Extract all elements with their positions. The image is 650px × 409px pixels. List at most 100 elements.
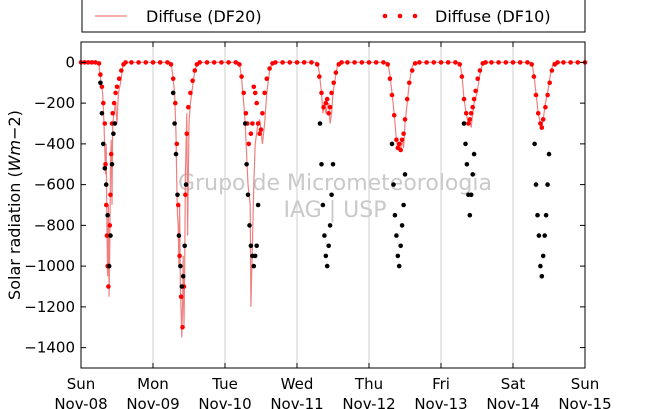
series-markers-black [98,80,552,289]
df10-point [525,60,530,65]
df10-point [539,125,545,130]
df10-point [331,80,337,86]
df10-point [412,61,418,66]
legend-df10-marker [397,13,403,19]
legend-box [81,0,586,33]
black-point [101,141,106,147]
black-point [319,162,324,167]
df10-point [103,202,109,208]
black-point [395,253,401,259]
black-point [248,243,254,249]
y-axis-label: Solar radiation (Wm−2) [5,110,24,300]
df10-point [319,90,324,96]
black-point [468,192,474,198]
black-point [399,223,405,228]
df10-point [136,60,141,65]
x-tick-weekday: Wed [281,375,314,393]
df10-point [373,60,379,65]
black-point [176,233,182,238]
black-point [467,212,473,218]
df10-point [431,60,437,65]
black-point [463,141,468,147]
y-tick-label: −1000 [24,257,75,275]
df10-point [424,60,429,65]
df10-point [237,62,242,67]
df10-point [540,117,546,122]
df10-point [197,60,203,65]
df10-point [103,162,108,167]
df10-point [314,62,320,67]
df10-point [111,100,117,106]
black-point [102,166,108,171]
df10-point [190,78,195,83]
df10-point [453,60,458,65]
df10-point [463,111,469,116]
df10-point [404,96,410,102]
df10-point [108,151,114,157]
df10-point [106,284,111,289]
black-point [323,253,329,259]
df10-point [407,80,412,86]
black-point [112,121,118,126]
df10-point [255,121,261,126]
black-point [532,141,537,147]
df10-point [389,92,395,98]
df10-point [226,60,231,65]
df10-point [535,111,541,116]
black-point [247,223,252,228]
df10-point [280,60,285,65]
y-label-unit: Wm [5,140,24,171]
df10-point [396,141,402,147]
black-point [178,263,183,269]
df10-point [391,113,397,118]
df10-point [467,117,473,122]
df10-point [99,84,105,90]
black-point [533,182,539,187]
df10-point [107,223,113,228]
df10-point [531,74,537,79]
df10-point [257,131,262,136]
black-point [461,121,467,126]
plot-frame [80,41,586,369]
black-point [183,182,189,187]
black-point [108,233,113,238]
df10-point [294,60,300,65]
df10-point [339,60,344,65]
df10-point [186,104,191,110]
x-tick-weekday: Tue [211,375,238,393]
black-point [538,263,543,269]
df10-point [123,60,128,65]
df10-point [327,104,333,110]
df10-point [260,111,265,116]
df10-point [150,60,156,65]
y-tick-label: −400 [34,135,75,153]
df10-point [543,104,548,110]
y-tick-label: −1200 [24,298,75,316]
df10-point [399,137,405,143]
df10-point [561,60,566,65]
black-point [402,172,408,177]
x-tick-weekday: Thu [354,375,383,393]
df10-point [417,60,422,65]
black-point [99,111,105,116]
black-point [389,141,395,147]
y-axis: 0 −200 −400 −600 −800 −1000 −1200 −1400 [24,53,585,357]
df10-point [568,60,573,65]
black-point [317,121,323,126]
black-point [255,202,261,208]
black-point [543,212,549,218]
df10-point [575,60,581,65]
legend-df10-marker [412,13,418,19]
df10-point [258,127,264,132]
black-point [175,192,180,198]
black-point [327,223,333,228]
df10-point [254,100,259,106]
df10-point [438,60,444,65]
black-point [106,263,112,269]
series-layer [78,60,588,338]
y-axis-label-text: Solar radiation (Wm−2) [5,110,24,300]
legend-df20-label: Diffuse (DF20) [146,7,262,26]
df10-point [402,117,408,122]
df10-point [204,60,210,65]
df10-point [483,60,488,65]
